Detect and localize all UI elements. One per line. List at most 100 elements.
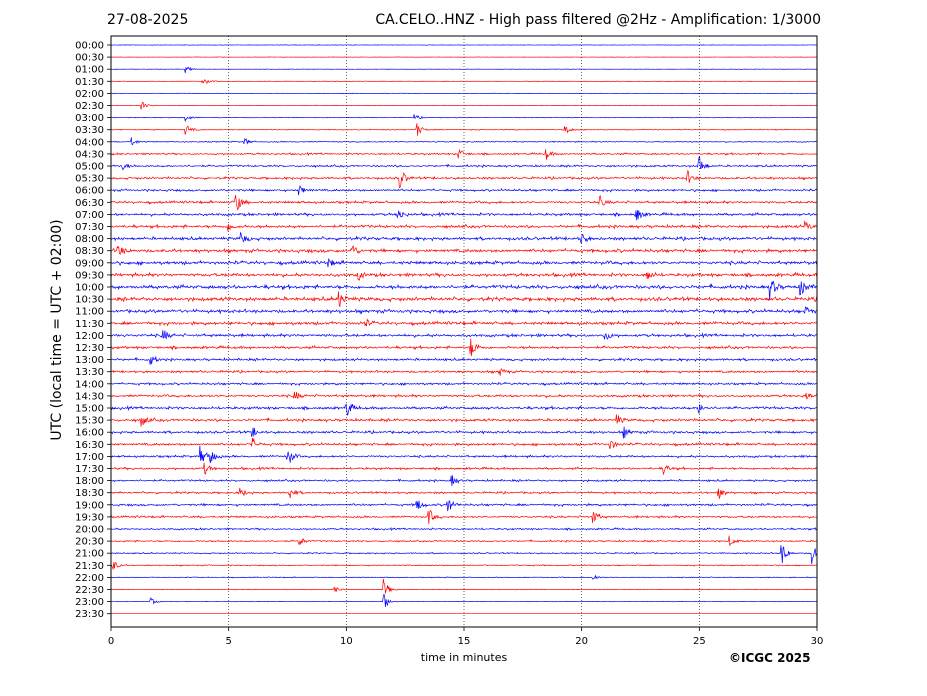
trace-0000 bbox=[110, 44, 817, 46]
y-tick-label: 04:00 bbox=[75, 137, 104, 148]
trace-1100 bbox=[110, 306, 817, 315]
trace-2100 bbox=[110, 545, 817, 565]
trace-0900 bbox=[110, 258, 817, 268]
trace-0530 bbox=[110, 169, 817, 189]
y-axis-ticks: 00:0000:3001:0001:3002:0002:3003:0003:30… bbox=[75, 41, 111, 620]
trace-1030 bbox=[110, 291, 817, 308]
trace-0500 bbox=[110, 155, 817, 171]
trace-2200 bbox=[110, 574, 817, 580]
y-tick-label: 13:00 bbox=[75, 355, 104, 366]
trace-1930 bbox=[110, 510, 817, 525]
y-tick-label: 14:00 bbox=[75, 379, 104, 390]
trace-0330 bbox=[110, 123, 817, 136]
y-axis-title: UTC (local time = UTC + 02:00) bbox=[49, 219, 65, 441]
y-tick-label: 17:00 bbox=[75, 452, 104, 463]
trace-1600 bbox=[110, 426, 817, 439]
trace-2130 bbox=[110, 562, 817, 571]
y-tick-label: 01:30 bbox=[75, 77, 104, 88]
trace-0130 bbox=[110, 78, 817, 85]
trace-1530 bbox=[110, 414, 817, 427]
trace-1630 bbox=[110, 437, 817, 450]
copyright-label: ©ICGC 2025 bbox=[729, 651, 811, 665]
plot-frame bbox=[110, 35, 818, 628]
trace-2030 bbox=[110, 535, 817, 547]
trace-1430 bbox=[110, 391, 817, 400]
trace-0830 bbox=[110, 245, 817, 255]
x-tick-label: 20 bbox=[575, 636, 588, 647]
y-tick-label: 12:00 bbox=[75, 331, 104, 342]
trace-1500 bbox=[110, 403, 817, 416]
y-tick-label: 06:00 bbox=[75, 186, 104, 197]
y-tick-label: 18:30 bbox=[75, 488, 104, 499]
trace-0100 bbox=[110, 66, 817, 73]
trace-2230 bbox=[110, 578, 817, 594]
y-tick-label: 22:30 bbox=[75, 585, 104, 596]
grid-layer bbox=[228, 36, 700, 627]
x-tick-label: 25 bbox=[693, 636, 706, 647]
y-tick-label: 10:00 bbox=[75, 283, 104, 294]
y-tick-label: 07:30 bbox=[75, 222, 104, 233]
y-tick-label: 07:00 bbox=[75, 210, 104, 221]
trace-0730 bbox=[110, 220, 817, 232]
y-tick-label: 15:00 bbox=[75, 404, 104, 415]
trace-2000 bbox=[110, 527, 817, 532]
trace-2300 bbox=[110, 593, 817, 608]
y-tick-label: 02:30 bbox=[75, 101, 104, 112]
trace-0600 bbox=[110, 184, 817, 196]
y-tick-label: 08:00 bbox=[75, 234, 104, 245]
x-tick-label: 10 bbox=[340, 636, 353, 647]
y-tick-label: 06:30 bbox=[75, 198, 104, 209]
date-label: 27-08-2025 bbox=[107, 12, 189, 28]
x-axis-title: time in minutes bbox=[420, 651, 508, 664]
y-tick-label: 16:00 bbox=[75, 428, 104, 439]
y-tick-label: 00:30 bbox=[75, 53, 104, 64]
trace-0200 bbox=[110, 92, 817, 95]
trace-1700 bbox=[110, 445, 817, 464]
trace-1800 bbox=[110, 475, 817, 487]
y-tick-label: 16:30 bbox=[75, 440, 104, 451]
y-tick-label: 23:30 bbox=[75, 609, 104, 620]
x-tick-label: 15 bbox=[458, 636, 471, 647]
y-tick-label: 11:30 bbox=[75, 319, 104, 330]
trace-1830 bbox=[110, 487, 817, 500]
trace-0800 bbox=[110, 231, 817, 244]
y-tick-label: 15:30 bbox=[75, 416, 104, 427]
trace-0930 bbox=[110, 271, 817, 281]
y-tick-label: 23:00 bbox=[75, 597, 104, 608]
y-tick-label: 17:30 bbox=[75, 464, 104, 475]
y-tick-label: 21:00 bbox=[75, 549, 104, 560]
y-tick-label: 10:30 bbox=[75, 295, 104, 306]
y-tick-label: 18:00 bbox=[75, 476, 104, 487]
y-tick-label: 22:00 bbox=[75, 573, 104, 584]
trace-1300 bbox=[110, 356, 817, 365]
y-tick-label: 05:30 bbox=[75, 174, 104, 185]
y-tick-label: 13:30 bbox=[75, 367, 104, 378]
x-tick-label: 5 bbox=[225, 636, 231, 647]
trace-1400 bbox=[110, 381, 817, 387]
y-tick-label: 01:00 bbox=[75, 65, 104, 76]
trace-0700 bbox=[110, 210, 817, 221]
y-tick-label: 20:00 bbox=[75, 525, 104, 536]
y-tick-label: 05:00 bbox=[75, 162, 104, 173]
chart-title: CA.CELO..HNZ - High pass filtered @2Hz -… bbox=[375, 12, 821, 28]
trace-1330 bbox=[110, 368, 817, 376]
x-tick-label: 0 bbox=[108, 636, 114, 647]
trace-1230 bbox=[110, 338, 817, 357]
x-axis-ticks: 0 5 10 15 20 25 30 bbox=[108, 627, 823, 647]
trace-1730 bbox=[110, 462, 817, 476]
traces-layer bbox=[110, 44, 817, 615]
y-tick-label: 19:30 bbox=[75, 512, 104, 523]
trace-1200 bbox=[110, 330, 817, 340]
y-tick-label: 14:30 bbox=[75, 391, 104, 402]
y-tick-label: 19:00 bbox=[75, 500, 104, 511]
trace-0300 bbox=[110, 114, 817, 123]
trace-0630 bbox=[110, 194, 817, 211]
y-tick-label: 09:30 bbox=[75, 270, 104, 281]
trace-1130 bbox=[110, 318, 817, 327]
y-tick-label: 09:00 bbox=[75, 258, 104, 269]
y-tick-label: 04:30 bbox=[75, 149, 104, 160]
y-tick-label: 00:00 bbox=[75, 41, 104, 52]
y-tick-label: 20:30 bbox=[75, 537, 104, 548]
y-tick-label: 21:30 bbox=[75, 561, 104, 572]
